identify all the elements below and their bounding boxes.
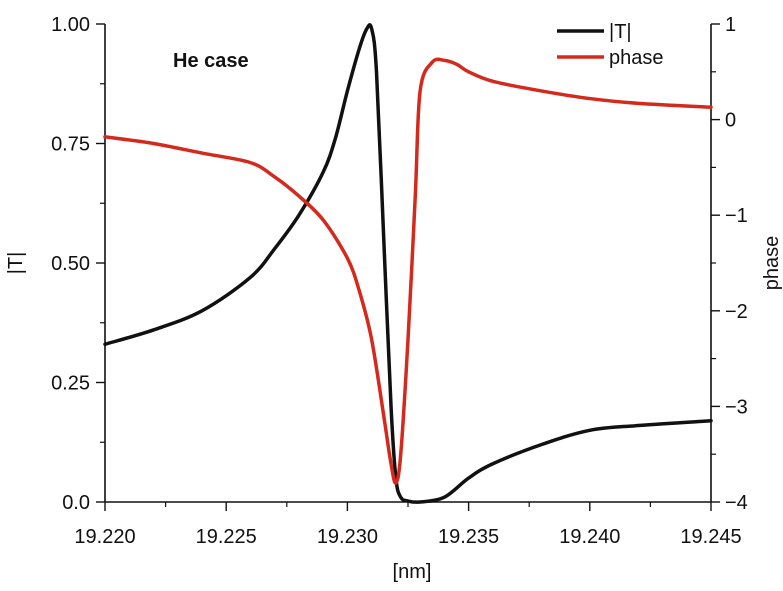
axis-ticks (96, 23, 720, 511)
x-tick-label: 19.245 (680, 526, 741, 548)
series-line-phase (103, 57, 713, 485)
y-right-tick-label: −4 (725, 492, 748, 514)
left-axis-title: |T| (5, 252, 27, 275)
y-left-tick-label: 0.0 (62, 492, 90, 514)
plot-frame (104, 24, 712, 503)
right-axis-title: phase (761, 236, 783, 291)
series-line-t-magnitude (103, 23, 713, 504)
y-right-tick-label: 0 (725, 110, 736, 132)
y-right-tick-label: −2 (725, 301, 748, 323)
y-right-tick-label: 1 (725, 14, 736, 36)
x-tick-label: 19.230 (317, 526, 378, 548)
y-left-tick-label: 0.50 (51, 253, 90, 275)
y-left-tick-label: 1.00 (51, 14, 90, 36)
y-left-tick-label: 0.75 (51, 134, 90, 156)
x-axis-title: [nm] (393, 561, 432, 583)
series-layer (103, 23, 713, 504)
legend-label-t: |T| (609, 21, 632, 43)
x-tick-label: 19.240 (559, 526, 620, 548)
x-tick-label: 19.225 (196, 526, 257, 548)
y-right-tick-label: −3 (725, 396, 748, 418)
legend: |T| phase (557, 21, 664, 69)
x-tick-label: 19.220 (74, 526, 135, 548)
axis-tick-labels: 19.220 19.225 19.230 19.235 19.240 19.245 0.0 0… (51, 14, 748, 548)
x-tick-label: 19.235 (438, 526, 499, 548)
annotation-label: He case (173, 50, 249, 72)
y-right-tick-label: −1 (725, 205, 748, 227)
legend-label-phase: phase (609, 47, 664, 69)
y-left-tick-label: 0.25 (51, 373, 90, 395)
